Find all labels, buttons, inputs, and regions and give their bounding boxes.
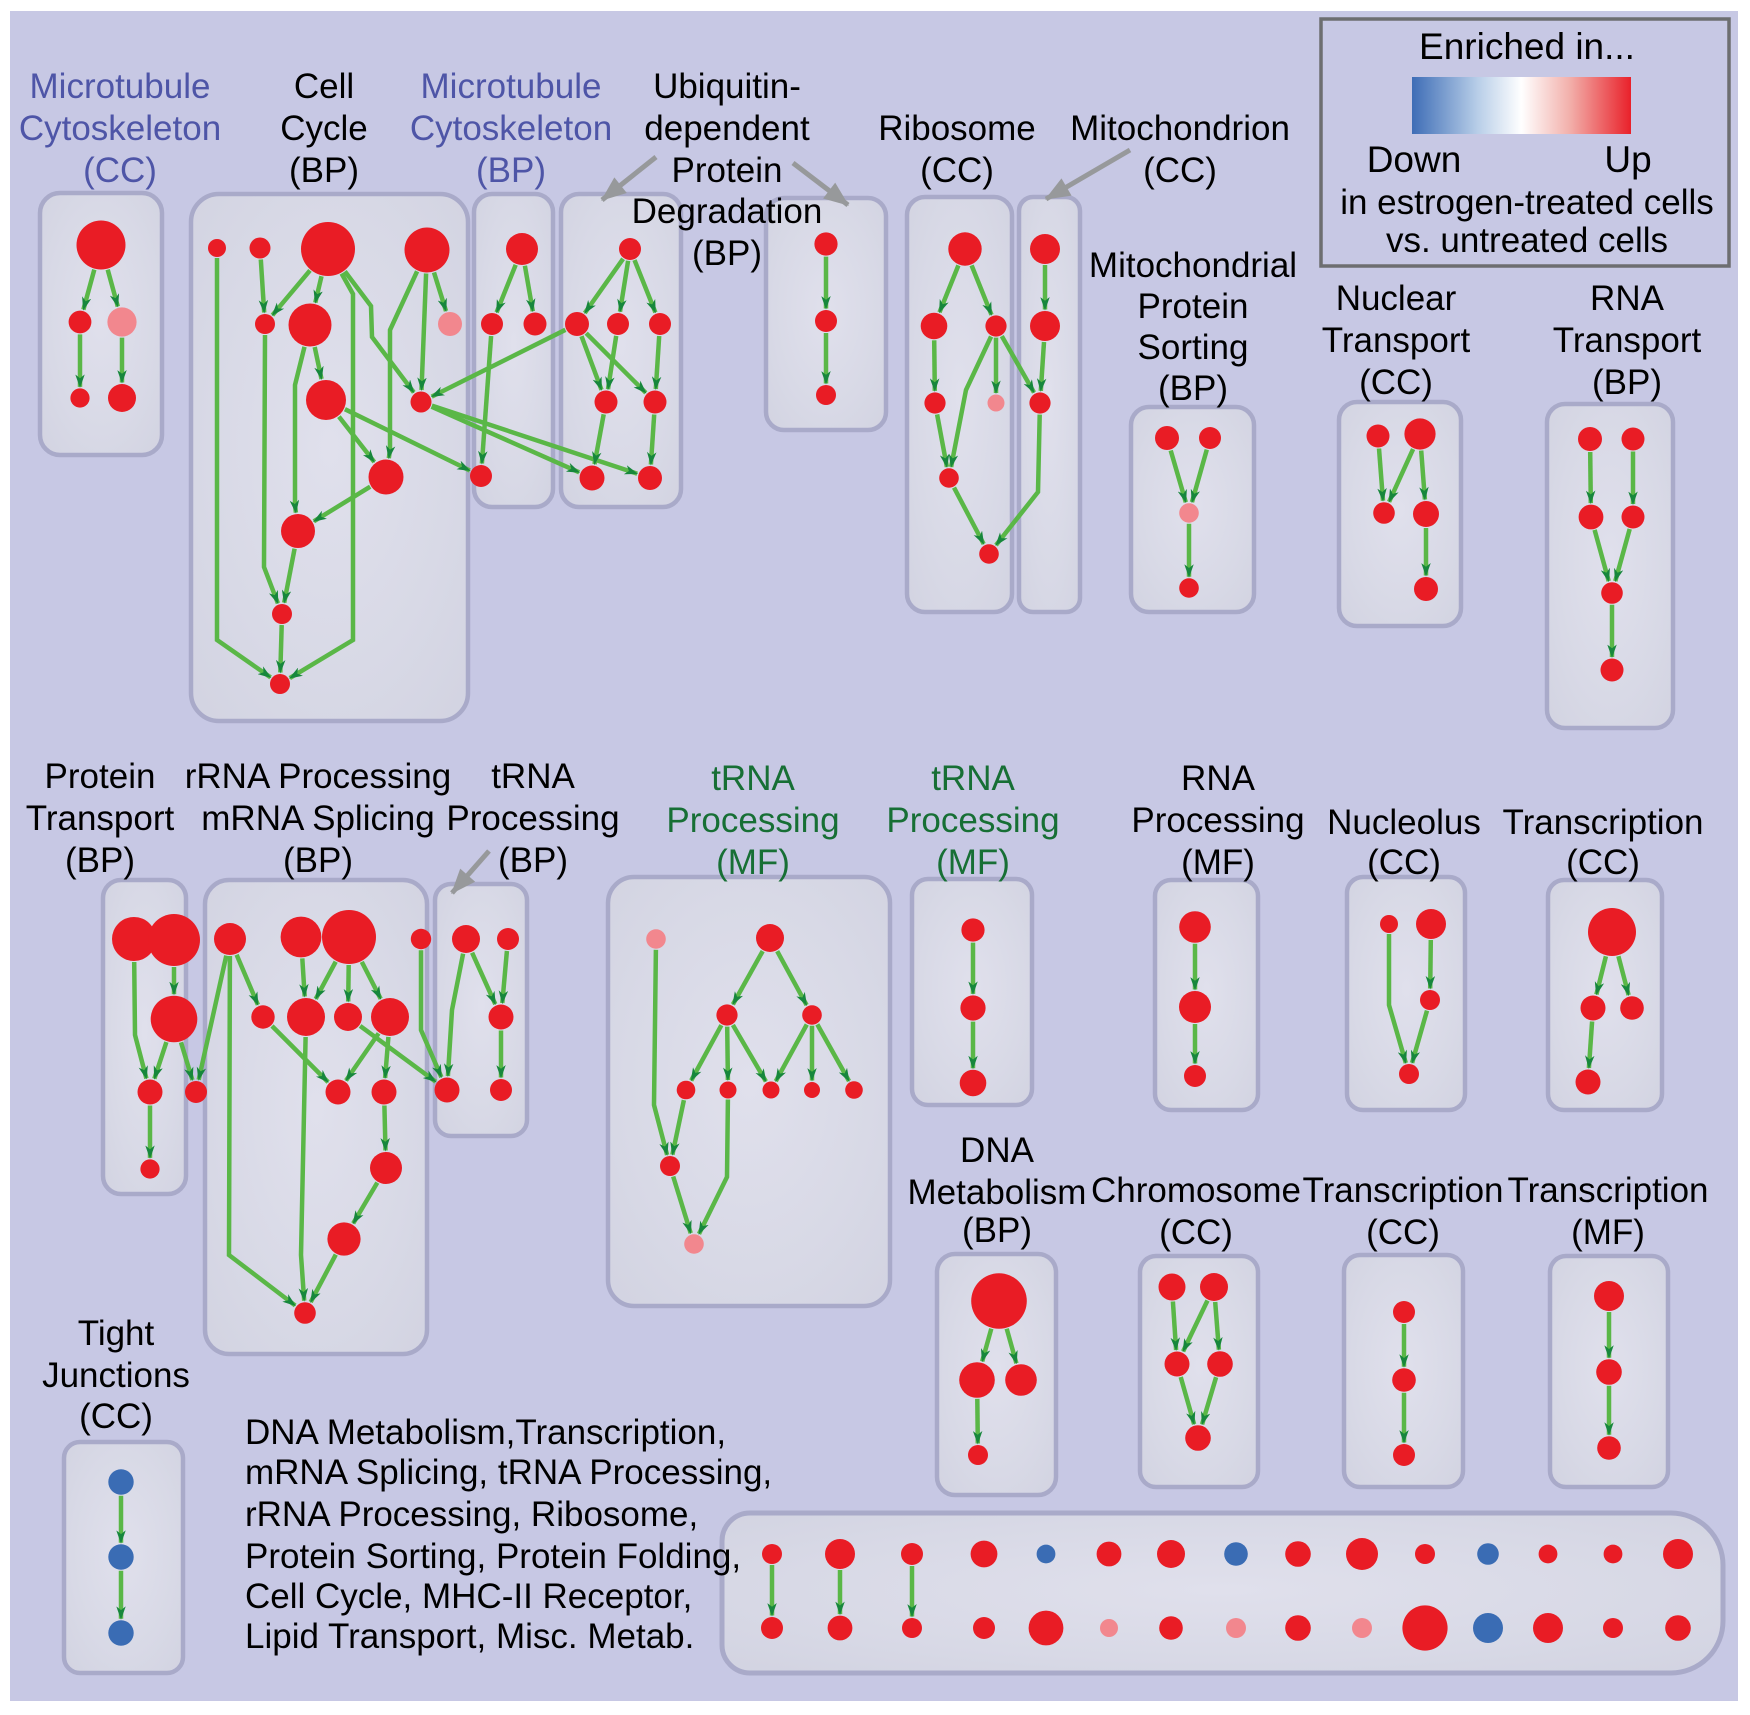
svg-text:RNA: RNA: [1590, 279, 1665, 318]
svg-text:vs. untreated cells: vs. untreated cells: [1386, 221, 1668, 260]
svg-text:Cytoskeleton: Cytoskeleton: [410, 109, 612, 148]
svg-text:(CC): (CC): [1359, 363, 1433, 402]
svg-text:(BP): (BP): [692, 234, 762, 273]
svg-text:(BP): (BP): [283, 841, 353, 880]
svg-text:Junctions: Junctions: [42, 1356, 190, 1395]
svg-text:Protein: Protein: [1138, 287, 1249, 326]
svg-text:(CC): (CC): [83, 151, 157, 190]
svg-text:Transport: Transport: [1553, 321, 1702, 360]
svg-text:Cell Cycle, MHC-II Receptor,: Cell Cycle, MHC-II Receptor,: [245, 1577, 692, 1616]
svg-text:Transport: Transport: [1322, 321, 1471, 360]
svg-text:Down: Down: [1367, 139, 1462, 180]
svg-text:(BP): (BP): [65, 841, 135, 880]
svg-text:Mitochondrion: Mitochondrion: [1070, 109, 1290, 148]
svg-text:Protein: Protein: [672, 151, 783, 190]
svg-text:dependent: dependent: [644, 109, 810, 148]
svg-text:(BP): (BP): [476, 151, 546, 190]
svg-text:(BP): (BP): [1592, 363, 1662, 402]
svg-text:Processing: Processing: [446, 799, 619, 838]
svg-text:(CC): (CC): [79, 1397, 153, 1436]
svg-text:Transport: Transport: [26, 799, 175, 838]
svg-text:Enriched in...: Enriched in...: [1419, 26, 1635, 67]
svg-text:Protein Sorting, Protein Foldi: Protein Sorting, Protein Folding,: [245, 1537, 741, 1576]
svg-text:Transcription: Transcription: [1303, 1171, 1504, 1210]
svg-text:(CC): (CC): [1367, 843, 1441, 882]
svg-text:(MF): (MF): [936, 843, 1010, 882]
svg-text:Processing: Processing: [666, 801, 839, 840]
svg-text:Microtubule: Microtubule: [421, 67, 602, 106]
svg-text:Nucleolus: Nucleolus: [1327, 803, 1481, 842]
svg-text:Processing: Processing: [886, 801, 1059, 840]
svg-text:tRNA: tRNA: [491, 757, 575, 796]
svg-text:(CC): (CC): [1143, 151, 1217, 190]
svg-text:(MF): (MF): [716, 843, 790, 882]
svg-text:Up: Up: [1604, 139, 1651, 180]
svg-text:Nuclear: Nuclear: [1336, 279, 1457, 318]
svg-text:RNA: RNA: [1181, 759, 1256, 798]
svg-text:rRNA Processing, Ribosome,: rRNA Processing, Ribosome,: [245, 1495, 698, 1534]
svg-text:Cell: Cell: [294, 67, 354, 106]
svg-text:(CC): (CC): [1366, 1213, 1440, 1252]
svg-text:rRNA Processing: rRNA Processing: [185, 757, 451, 796]
svg-text:(BP): (BP): [289, 151, 359, 190]
svg-text:Chromosome: Chromosome: [1091, 1171, 1301, 1210]
svg-text:(MF): (MF): [1571, 1213, 1645, 1252]
svg-text:(CC): (CC): [920, 151, 994, 190]
svg-text:tRNA: tRNA: [931, 759, 1015, 798]
svg-text:(MF): (MF): [1181, 843, 1255, 882]
svg-text:(CC): (CC): [1159, 1213, 1233, 1252]
svg-text:mRNA Splicing, tRNA Processing: mRNA Splicing, tRNA Processing,: [245, 1453, 772, 1492]
svg-text:Transcription: Transcription: [1508, 1171, 1709, 1210]
svg-text:Ubiquitin-: Ubiquitin-: [653, 67, 801, 106]
svg-text:Microtubule: Microtubule: [30, 67, 211, 106]
svg-text:(BP): (BP): [962, 1211, 1032, 1250]
svg-text:Degradation: Degradation: [632, 192, 823, 231]
svg-text:DNA: DNA: [960, 1131, 1035, 1170]
svg-text:Ribosome: Ribosome: [878, 109, 1036, 148]
svg-text:Mitochondrial: Mitochondrial: [1089, 246, 1297, 285]
svg-text:mRNA Splicing: mRNA Splicing: [201, 799, 434, 838]
svg-text:Metabolism: Metabolism: [908, 1173, 1087, 1212]
svg-text:Tight: Tight: [78, 1314, 155, 1353]
svg-text:Sorting: Sorting: [1138, 328, 1249, 367]
svg-text:DNA Metabolism,Transcription,: DNA Metabolism,Transcription,: [245, 1413, 726, 1452]
svg-text:Protein: Protein: [45, 757, 156, 796]
svg-text:tRNA: tRNA: [711, 759, 795, 798]
svg-text:(BP): (BP): [498, 841, 568, 880]
svg-text:(BP): (BP): [1158, 369, 1228, 408]
svg-text:Lipid Transport, Misc. Metab.: Lipid Transport, Misc. Metab.: [245, 1617, 694, 1656]
svg-text:(CC): (CC): [1566, 843, 1640, 882]
svg-text:Cytoskeleton: Cytoskeleton: [19, 109, 221, 148]
svg-text:in estrogen-treated cells: in estrogen-treated cells: [1340, 183, 1714, 222]
svg-text:Transcription: Transcription: [1503, 803, 1704, 842]
svg-text:Processing: Processing: [1131, 801, 1304, 840]
svg-text:Cycle: Cycle: [280, 109, 368, 148]
